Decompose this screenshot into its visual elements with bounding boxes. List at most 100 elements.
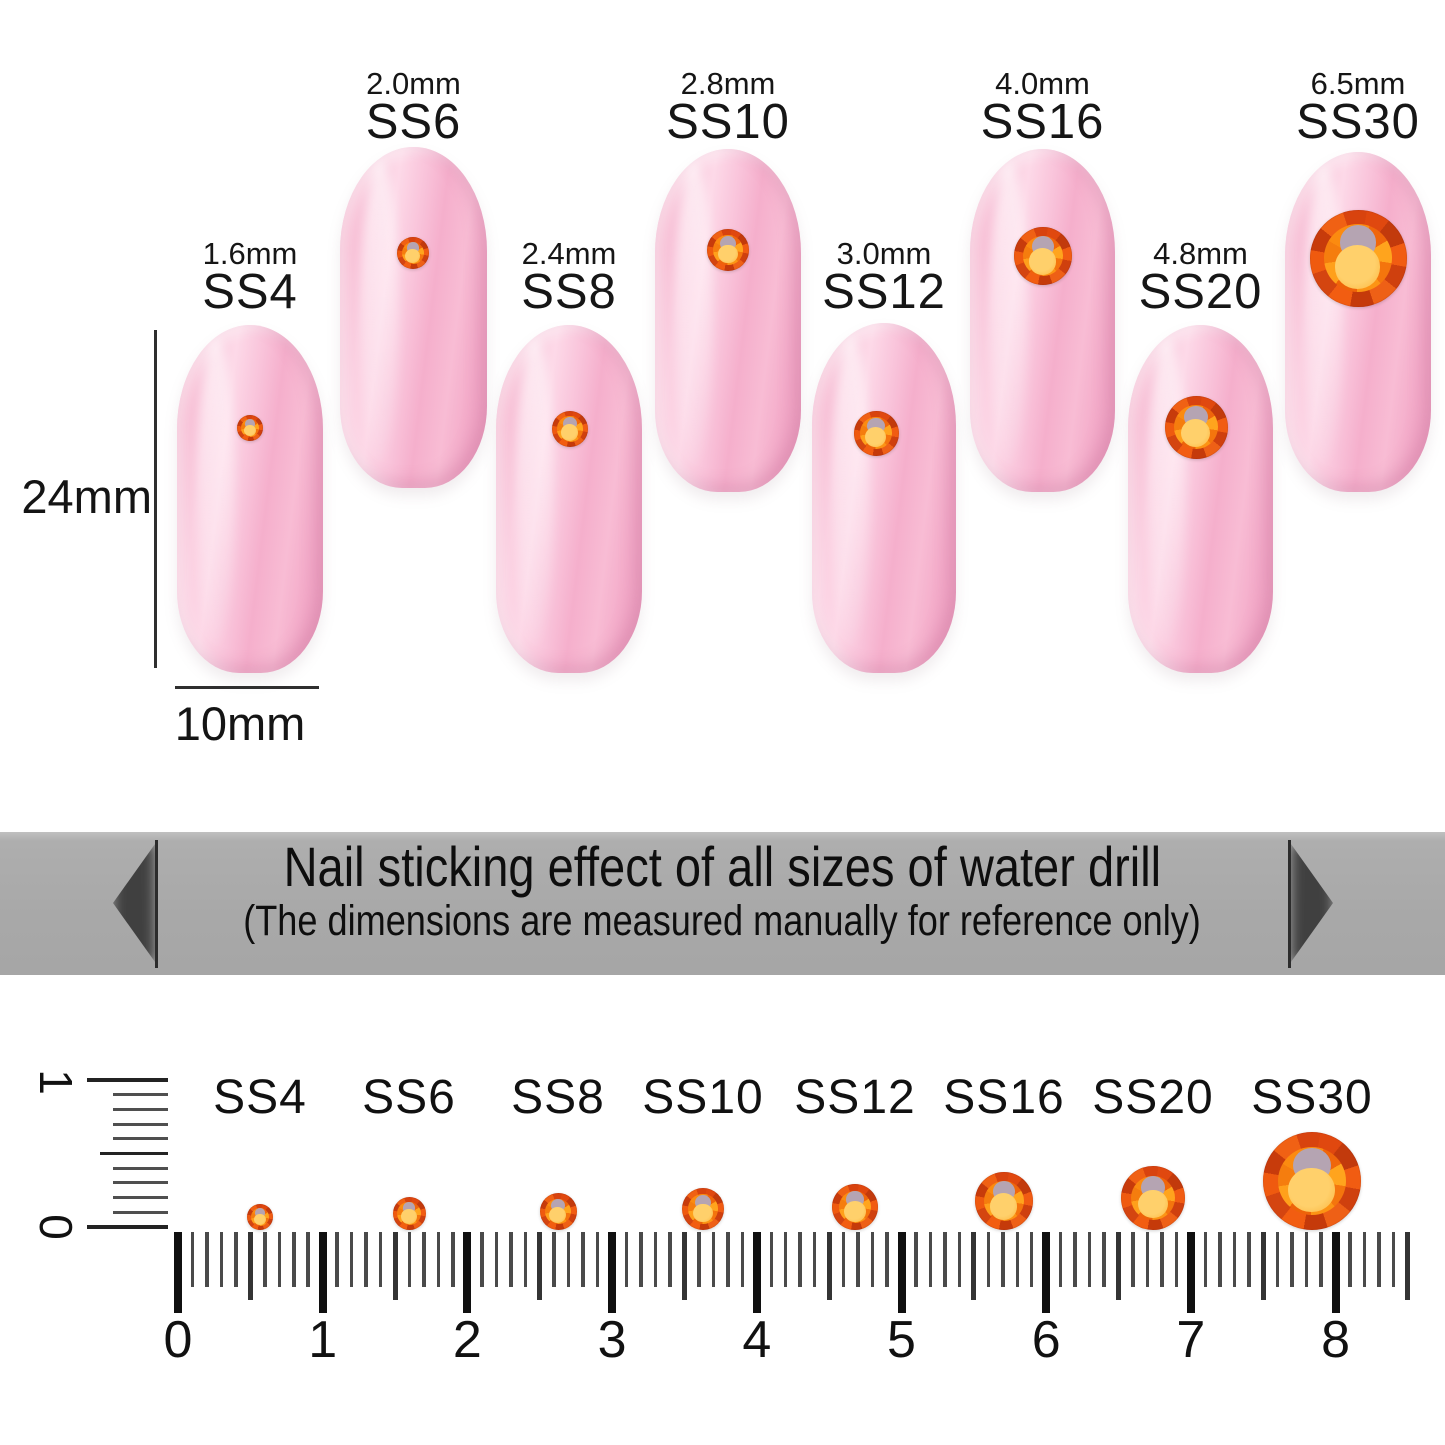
ruler-tick-major [463, 1232, 472, 1313]
ruler-tick-minor [335, 1232, 339, 1287]
nail-size-name: SS20 [1138, 265, 1263, 319]
ruler-tick-minor [812, 1232, 817, 1287]
ruler-tick-minor [1218, 1232, 1222, 1287]
vertical-ruler-tick [113, 1107, 168, 1111]
ruler-number-1: 1 [308, 1311, 338, 1369]
ruler-tick-minor [668, 1232, 672, 1287]
ruler-tick-mid [1405, 1232, 1411, 1300]
stone-core [692, 1203, 713, 1223]
banner-title: Nail sticking effect of all sizes of wat… [283, 835, 1162, 898]
rhinestone-SS30 [1309, 209, 1407, 307]
ruler-tick-minor [1203, 1232, 1208, 1287]
nail-size-name: SS8 [521, 265, 617, 319]
stone-highlight [402, 1202, 416, 1215]
ruler-tick-minor [349, 1232, 354, 1287]
vertical-ruler-number-0: 0 [30, 1214, 82, 1240]
ruler-stone-label-SS10: SS10 [642, 1071, 764, 1124]
ruler-tick-minor [1131, 1232, 1135, 1287]
ruler-rhinestone-SS12 [832, 1184, 878, 1230]
ruler-tick-minor [1290, 1232, 1294, 1287]
ruler-rhinestone-SS10 [682, 1188, 724, 1230]
ruler-tick-minor [407, 1232, 412, 1287]
stone-highlight [255, 1208, 265, 1218]
ruler-tick-major [897, 1232, 906, 1313]
ruler-number-4: 4 [742, 1311, 772, 1369]
ruler-tick-minor [263, 1232, 267, 1287]
ruler-tick-mid [681, 1232, 687, 1300]
stone-core [243, 424, 256, 437]
ruler-tick-minor [653, 1232, 658, 1287]
nail-size-mm: 2.0mm [366, 66, 461, 101]
ruler-tick-mid [247, 1232, 253, 1300]
ruler-tick-minor [378, 1232, 383, 1287]
vertical-ruler-tick [113, 1181, 168, 1185]
ruler-tick-minor [726, 1232, 730, 1287]
ruler-tick-minor [1304, 1232, 1309, 1287]
nail-size-mm: 1.6mm [202, 236, 298, 271]
ruler-tick-minor [480, 1232, 484, 1287]
ruler-tick-mid [826, 1232, 832, 1300]
banner-subtitle: (The dimensions are measured manually fo… [243, 897, 1202, 945]
rhinestone-SS8 [552, 411, 588, 447]
ruler-tick-minor [740, 1232, 745, 1287]
ruler-tick-minor [639, 1232, 643, 1287]
ruler-tick-minor [711, 1232, 716, 1287]
nail-length-dimension-line [154, 330, 157, 668]
ruler-tick-major [608, 1232, 617, 1313]
nail-label-SS4: 1.6mm SS4 [140, 236, 360, 319]
ruler-tick-minor [1029, 1232, 1034, 1287]
ruler-tick-minor [1391, 1232, 1396, 1287]
nail-size-name: SS10 [666, 95, 790, 149]
ruler-number-2: 2 [452, 1311, 482, 1369]
ruler-tick-minor [697, 1232, 701, 1287]
stone-core [990, 1193, 1018, 1220]
ruler-tick-minor [552, 1232, 556, 1287]
ruler-rhinestone-SS16 [975, 1172, 1033, 1230]
rhinestone-SS6 [397, 237, 429, 269]
nail-size-mm: 2.8mm [680, 66, 776, 101]
nail-SS12 [812, 323, 956, 673]
ruler-tick-minor [1058, 1232, 1063, 1287]
ruler-tick-minor [234, 1232, 238, 1287]
ruler-tick-minor [1275, 1232, 1280, 1287]
ruler-tick-mid [1116, 1232, 1122, 1300]
nail-size-mm: 3.0mm [836, 236, 932, 271]
nail-SS30 [1285, 152, 1431, 492]
ruler-tick-minor [986, 1232, 991, 1287]
nail-size-mm: 6.5mm [1310, 66, 1406, 101]
ruler-tick-minor [841, 1232, 846, 1287]
ruler-rhinestone-SS30 [1263, 1132, 1361, 1230]
nail-size-name: SS4 [202, 265, 298, 319]
nail-size-name: SS30 [1296, 95, 1420, 149]
stone-core [1288, 1168, 1335, 1213]
vertical-ruler-tick [113, 1196, 168, 1200]
ruler-tick-minor [856, 1232, 860, 1287]
ruler-tick-minor [306, 1232, 310, 1287]
rhinestone-SS10 [707, 229, 749, 271]
vertical-ruler-tick [87, 1225, 168, 1229]
ruler-tick-minor [769, 1232, 774, 1287]
ruler-tick-minor [595, 1232, 600, 1287]
ruler-stone-label-SS12: SS12 [794, 1071, 916, 1124]
ruler-tick-minor [1145, 1232, 1150, 1287]
vertical-ruler-tick [100, 1152, 168, 1155]
nail-width-label: 10mm [174, 697, 306, 750]
nail-label-SS10: 2.8mm SS10 [618, 66, 838, 149]
ruler-tick-minor [783, 1232, 788, 1287]
ruler-tick-minor [205, 1232, 209, 1287]
nail-size-mm: 2.4mm [521, 236, 617, 271]
ruler-number-8: 8 [1321, 1311, 1351, 1369]
nail-width-dimension-line [175, 686, 319, 689]
nail-length-label: 24mm [21, 470, 152, 523]
vertical-ruler-tick [113, 1093, 168, 1097]
ruler-number-0: 0 [163, 1311, 193, 1369]
ruler-tick-major [1042, 1232, 1051, 1313]
rhinestone-SS4 [237, 415, 263, 441]
nail-SS20 [1128, 325, 1273, 673]
ruler-tick-minor [1362, 1232, 1367, 1287]
ruler-tick-minor [523, 1232, 528, 1287]
ruler-tick-minor [219, 1232, 224, 1287]
stone-core [549, 1206, 567, 1224]
nail-label-SS6: 2.0mm SS6 [304, 66, 524, 147]
